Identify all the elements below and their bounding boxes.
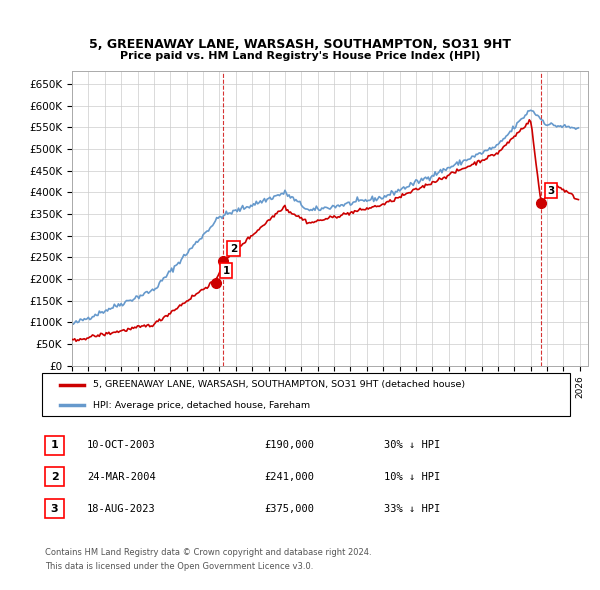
Text: 1: 1 xyxy=(223,266,230,276)
Text: £241,000: £241,000 xyxy=(264,472,314,481)
Text: Price paid vs. HM Land Registry's House Price Index (HPI): Price paid vs. HM Land Registry's House … xyxy=(120,51,480,61)
Text: 3: 3 xyxy=(548,186,555,195)
Text: This data is licensed under the Open Government Licence v3.0.: This data is licensed under the Open Gov… xyxy=(45,562,313,571)
Text: 33% ↓ HPI: 33% ↓ HPI xyxy=(384,504,440,513)
Text: 18-AUG-2023: 18-AUG-2023 xyxy=(87,504,156,513)
Text: 2: 2 xyxy=(230,244,237,254)
Text: 24-MAR-2004: 24-MAR-2004 xyxy=(87,472,156,481)
Text: 3: 3 xyxy=(51,504,58,513)
Text: 10-OCT-2003: 10-OCT-2003 xyxy=(87,441,156,450)
Text: Contains HM Land Registry data © Crown copyright and database right 2024.: Contains HM Land Registry data © Crown c… xyxy=(45,548,371,556)
Text: 30% ↓ HPI: 30% ↓ HPI xyxy=(384,441,440,450)
Text: £190,000: £190,000 xyxy=(264,441,314,450)
Text: 1: 1 xyxy=(51,441,58,450)
Text: 5, GREENAWAY LANE, WARSASH, SOUTHAMPTON, SO31 9HT (detached house): 5, GREENAWAY LANE, WARSASH, SOUTHAMPTON,… xyxy=(93,380,465,389)
Text: HPI: Average price, detached house, Fareham: HPI: Average price, detached house, Fare… xyxy=(93,401,310,410)
Text: 10% ↓ HPI: 10% ↓ HPI xyxy=(384,472,440,481)
Text: £375,000: £375,000 xyxy=(264,504,314,513)
Text: 5, GREENAWAY LANE, WARSASH, SOUTHAMPTON, SO31 9HT: 5, GREENAWAY LANE, WARSASH, SOUTHAMPTON,… xyxy=(89,38,511,51)
Text: 2: 2 xyxy=(51,472,58,481)
